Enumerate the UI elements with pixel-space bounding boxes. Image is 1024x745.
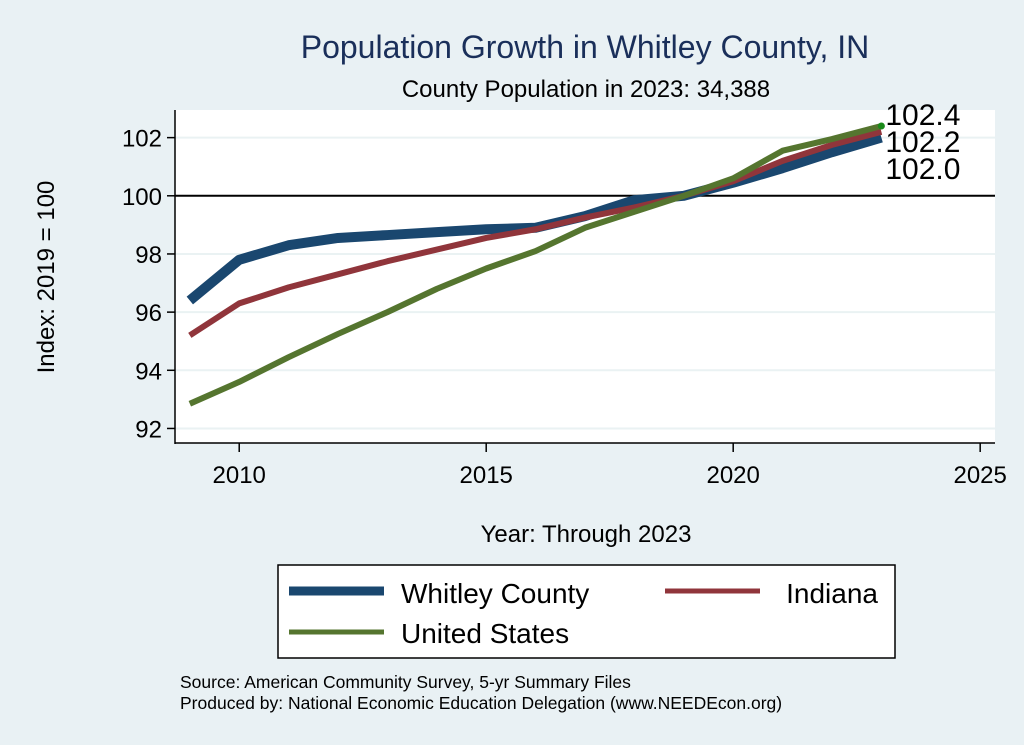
y-tick-label: 102 bbox=[122, 126, 162, 153]
series-line-indiana bbox=[188, 128, 883, 338]
series-end-marker bbox=[877, 122, 885, 130]
y-tick-label: 100 bbox=[122, 184, 162, 211]
y-tick-label: 92 bbox=[135, 416, 162, 443]
series-line-united-states bbox=[188, 123, 883, 407]
end-label-whitley-county: 102.0 bbox=[885, 153, 960, 186]
legend: Whitley County Indiana United States bbox=[277, 564, 896, 659]
x-tick-label: 2025 bbox=[953, 462, 1006, 489]
source-note: Source: American Community Survey, 5-yr … bbox=[180, 672, 631, 692]
legend-label-indiana: Indiana bbox=[786, 578, 878, 609]
chart-title: Population Growth in Whitley County, IN bbox=[301, 29, 870, 65]
x-tick-label: 2010 bbox=[213, 462, 266, 489]
legend-box bbox=[277, 564, 896, 659]
y-axis-label: Index: 2019 = 100 bbox=[33, 181, 60, 374]
y-axis-ticks: 92 94 96 98 100 102 bbox=[122, 126, 175, 443]
legend-label-united-states: United States bbox=[401, 618, 569, 649]
series-lines bbox=[186, 122, 885, 407]
x-axis-ticks: 2010 2015 2020 2025 bbox=[213, 443, 1007, 489]
end-label-indiana: 102.2 bbox=[885, 126, 960, 159]
y-tick-label: 96 bbox=[135, 300, 162, 327]
x-axis-label: Year: Through 2023 bbox=[481, 521, 692, 548]
plot-area bbox=[175, 110, 995, 443]
x-tick-label: 2015 bbox=[460, 462, 513, 489]
y-tick-label: 98 bbox=[135, 242, 162, 269]
producer-note: Produced by: National Economic Education… bbox=[180, 693, 782, 713]
y-tick-label: 94 bbox=[135, 358, 162, 385]
end-label-united-states: 102.4 bbox=[885, 99, 960, 132]
x-tick-label: 2020 bbox=[706, 462, 759, 489]
gridlines bbox=[175, 136, 995, 430]
chart-subtitle: County Population in 2023: 34,388 bbox=[402, 76, 770, 103]
legend-label-whitley-county: Whitley County bbox=[401, 578, 589, 609]
